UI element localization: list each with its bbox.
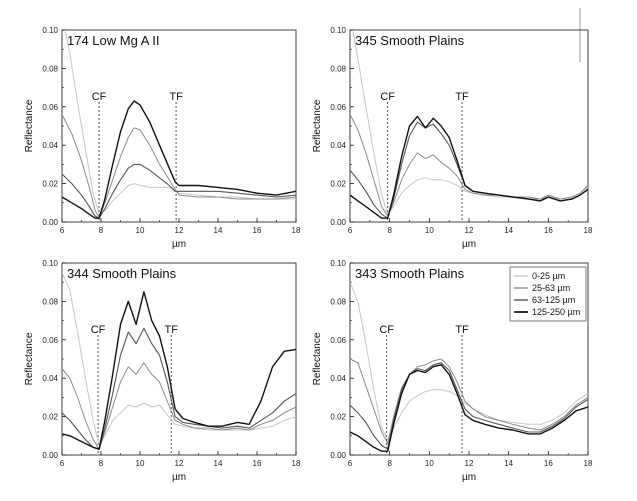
- legend-entry: 125-250 µm: [532, 307, 580, 317]
- legend-entry: 63-125 µm: [532, 295, 575, 305]
- series-line-2: [350, 114, 588, 217]
- x-tick-label: 12: [175, 226, 184, 235]
- x-tick-label: 14: [504, 459, 513, 468]
- x-tick-label: 10: [136, 459, 145, 468]
- series-line-4: [62, 291, 296, 450]
- x-tick-label: 12: [465, 459, 474, 468]
- series-line-3: [350, 362, 588, 450]
- panel-2: 6 8 10 12 14 16 18 0.00 0.02 0.04 0.06 0.08 0.10 µm Re…: [312, 26, 593, 250]
- y-tick-label: 0.06: [42, 103, 58, 112]
- x-tick-label: 16: [253, 459, 262, 468]
- x-axis-label: µm: [172, 239, 186, 250]
- y-tick-label: 0.02: [330, 180, 346, 189]
- series-line-2: [350, 358, 588, 444]
- x-tick-label: 12: [465, 226, 474, 235]
- y-tick-label: 0.00: [330, 451, 346, 460]
- y-tick-label: 0.00: [330, 218, 346, 227]
- y-axis-label: Reflectance: [312, 99, 323, 152]
- panel-title: 344 Smooth Plains: [67, 266, 177, 281]
- y-tick-label: 0.08: [42, 297, 58, 306]
- feature-label-cf: CF: [91, 324, 106, 336]
- y-tick-label: 0.04: [42, 141, 58, 150]
- panel-4: 6 8 10 12 14 16 18 0.00 0.02 0.04 0.06 0.08 0.10 µm Re…: [312, 259, 593, 483]
- x-tick-label: 16: [544, 226, 553, 235]
- y-tick-label: 0.10: [42, 259, 58, 268]
- legend-entry: 25-63 µm: [532, 283, 570, 293]
- panels: 6 8 10 12 14 16 18 0.00 0.02 0.04 0.06 0.08 0.10 µm Re…: [24, 26, 593, 483]
- x-tick-label: 6: [60, 226, 65, 235]
- x-tick-label: 16: [544, 459, 553, 468]
- y-axis-label: Reflectance: [24, 332, 35, 385]
- series-line-1: [350, 282, 588, 441]
- y-tick-label: 0.06: [330, 103, 346, 112]
- y-tick-label: 0.00: [42, 218, 58, 227]
- y-tick-label: 0.10: [330, 26, 346, 35]
- series-line-4: [350, 115, 588, 219]
- x-tick-label: 6: [348, 226, 353, 235]
- y-tick-label: 0.02: [42, 180, 58, 189]
- y-axis-label: Reflectance: [24, 99, 35, 152]
- series-line-4: [350, 364, 588, 452]
- y-tick-label: 0.02: [42, 413, 58, 422]
- y-axis-label: Reflectance: [312, 332, 323, 385]
- x-tick-label: 6: [60, 459, 65, 468]
- y-tick-label: 0.08: [330, 297, 346, 306]
- y-tick-label: 0.08: [330, 64, 346, 73]
- panel-title: 345 Smooth Plains: [355, 33, 465, 48]
- y-tick-label: 0.06: [42, 336, 58, 345]
- series-line-4: [62, 100, 296, 219]
- x-tick-label: 18: [584, 459, 593, 468]
- series-line-2: [62, 362, 296, 450]
- x-tick-label: 8: [387, 226, 392, 235]
- panel-title: 174 Low Mg A II: [67, 33, 160, 48]
- x-axis-label: µm: [172, 472, 186, 483]
- x-tick-label: 18: [292, 226, 301, 235]
- x-axis-label: µm: [462, 239, 476, 250]
- x-tick-label: 6: [348, 459, 353, 468]
- feature-label-tf: TF: [164, 324, 178, 336]
- x-tick-label: 14: [214, 226, 223, 235]
- x-tick-label: 18: [292, 459, 301, 468]
- y-tick-label: 0.04: [42, 374, 58, 383]
- feature-label-tf: TF: [455, 91, 469, 103]
- y-tick-label: 0.02: [330, 413, 346, 422]
- feature-label-cf: CF: [379, 324, 394, 336]
- x-tick-label: 10: [136, 226, 145, 235]
- panel-1: 6 8 10 12 14 16 18 0.00 0.02 0.04 0.06 0.08 0.10 µm Re…: [24, 26, 301, 250]
- legend: 0-25 µm 25-63 µm 63-125 µm 125-250 µm: [509, 266, 587, 322]
- y-tick-label: 0.06: [330, 336, 346, 345]
- x-axis-label: µm: [462, 472, 476, 483]
- x-tick-label: 10: [425, 226, 434, 235]
- x-tick-label: 10: [425, 459, 434, 468]
- y-tick-label: 0.10: [330, 259, 346, 268]
- y-tick-label: 0.00: [42, 451, 58, 460]
- panel-3: 6 8 10 12 14 16 18 0.00 0.02 0.04 0.06 0.08 0.10 µm Re…: [24, 259, 301, 483]
- x-tick-label: 18: [584, 226, 593, 235]
- y-tick-label: 0.04: [330, 141, 346, 150]
- x-tick-label: 14: [214, 459, 223, 468]
- x-tick-label: 8: [387, 459, 392, 468]
- series-line-1: [64, 30, 296, 215]
- feature-label-tf: TF: [169, 91, 183, 103]
- series-line-2: [62, 114, 296, 219]
- series-line-3: [62, 163, 296, 219]
- x-tick-label: 16: [253, 226, 262, 235]
- x-tick-label: 14: [504, 226, 513, 235]
- feature-label-cf: CF: [92, 91, 107, 103]
- y-tick-label: 0.08: [42, 64, 58, 73]
- feature-label-cf: CF: [380, 91, 395, 103]
- legend-entry: 0-25 µm: [532, 271, 565, 281]
- y-tick-label: 0.04: [330, 374, 346, 383]
- feature-label-tf: TF: [455, 324, 469, 336]
- x-tick-label: 8: [99, 459, 104, 468]
- x-tick-label: 12: [175, 459, 184, 468]
- x-tick-label: 8: [99, 226, 104, 235]
- y-tick-label: 0.10: [42, 26, 58, 35]
- panel-title: 343 Smooth Plains: [355, 266, 465, 281]
